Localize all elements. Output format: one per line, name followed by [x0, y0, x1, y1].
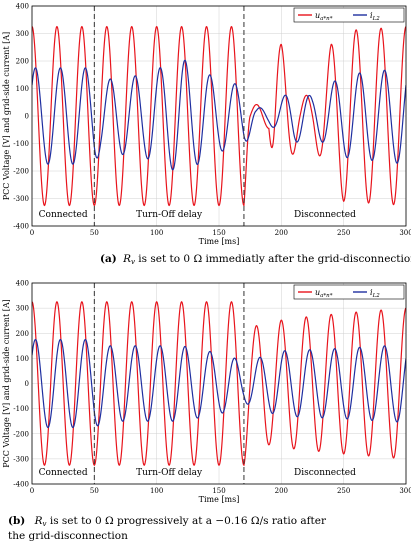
x-axis-label: Time [ms] — [199, 237, 240, 246]
y-tick-label: -100 — [13, 405, 29, 413]
y-tick-label: -200 — [13, 168, 29, 176]
plot-frame — [31, 5, 407, 227]
caption-a-symbol: R — [122, 253, 131, 265]
caption-b-text1: is set to 0 Ω progressively at a −0.16 Ω… — [47, 515, 327, 527]
legend-label: iL2 — [370, 288, 380, 299]
y-tick-label: 100 — [16, 355, 29, 363]
y-tick-label: 0 — [25, 113, 29, 121]
y-tick-label: -300 — [13, 455, 29, 463]
region-label: Connected — [39, 468, 88, 478]
legend-label: ua*n* — [315, 11, 333, 22]
caption-b-subscript: v — [43, 520, 47, 528]
y-tick-label: 400 — [16, 3, 29, 11]
region-label: Turn-Off delay — [136, 210, 203, 220]
region-label: Disconnected — [294, 468, 356, 478]
series-voltage-line — [32, 25, 406, 207]
legend-box — [293, 7, 405, 23]
x-tick-label: 100 — [150, 487, 163, 495]
y-axis-label: PCC Voltage [V] and grid-side current [A… — [2, 32, 11, 200]
x-tick-label: 200 — [275, 229, 288, 237]
x-tick-label: 50 — [90, 229, 99, 237]
y-tick-label: -200 — [13, 430, 29, 438]
y-tick-label: 300 — [16, 305, 29, 313]
caption-b-symbol: R — [34, 515, 43, 527]
x-tick-label: 200 — [275, 487, 288, 495]
x-tick-label: 100 — [150, 229, 163, 237]
y-tick-label: -400 — [13, 481, 29, 489]
legend-box — [293, 284, 405, 300]
caption-b-line1: (b) Rv is set to 0 Ω progressively at a … — [8, 515, 327, 528]
x-tick-label: 150 — [212, 229, 225, 237]
x-tick-label: 300 — [399, 487, 411, 495]
caption-a-label: (a) — [100, 253, 117, 265]
caption-a-subscript: v — [131, 258, 135, 266]
y-tick-label: 0 — [25, 380, 29, 388]
caption-a-text: is set to 0 Ω immediatly after the grid-… — [135, 253, 411, 265]
chart-a: 0 50 100 150 200 250 300 400 300 200 100 0 -100 -200 -… — [2, 3, 411, 247]
x-tick-label: 0 — [30, 487, 34, 495]
x-axis-label: Time [ms] — [199, 495, 240, 504]
y-tick-label: 200 — [16, 58, 29, 66]
x-tick-label: 50 — [90, 487, 99, 495]
caption-b-line2: the grid-disconnection — [8, 530, 128, 542]
series-voltage-line — [32, 301, 406, 467]
x-tick-label: 150 — [212, 487, 225, 495]
y-tick-label: 100 — [16, 85, 29, 93]
x-tick-label: 0 — [30, 229, 34, 237]
y-tick-label: -300 — [13, 195, 29, 203]
legend-label: iL2 — [370, 11, 380, 22]
caption-b-label: (b) — [8, 515, 25, 527]
x-tick-label: 300 — [399, 229, 411, 237]
y-tick-label: 300 — [16, 30, 29, 38]
y-tick-label: -400 — [13, 223, 29, 231]
x-tick-label: 250 — [337, 229, 350, 237]
legend-label: ua*n* — [315, 288, 333, 299]
caption-a: (a) Rv is set to 0 Ω immediatly after th… — [100, 253, 411, 266]
y-axis-label: PCC Voltage [V] and grid-side current [A… — [2, 299, 11, 467]
y-tick-label: 400 — [16, 280, 29, 288]
y-tick-label: 200 — [16, 330, 29, 338]
region-label: Disconnected — [294, 210, 356, 220]
x-tick-label: 250 — [337, 487, 350, 495]
y-tick-label: -100 — [13, 140, 29, 148]
region-label: Turn-Off delay — [136, 468, 203, 478]
chart-b: 0 50 100 150 200 250 300 400 300 200 100 0 -100 -200 -… — [2, 280, 411, 505]
region-label: Connected — [39, 210, 88, 220]
plot-frame — [31, 282, 407, 485]
